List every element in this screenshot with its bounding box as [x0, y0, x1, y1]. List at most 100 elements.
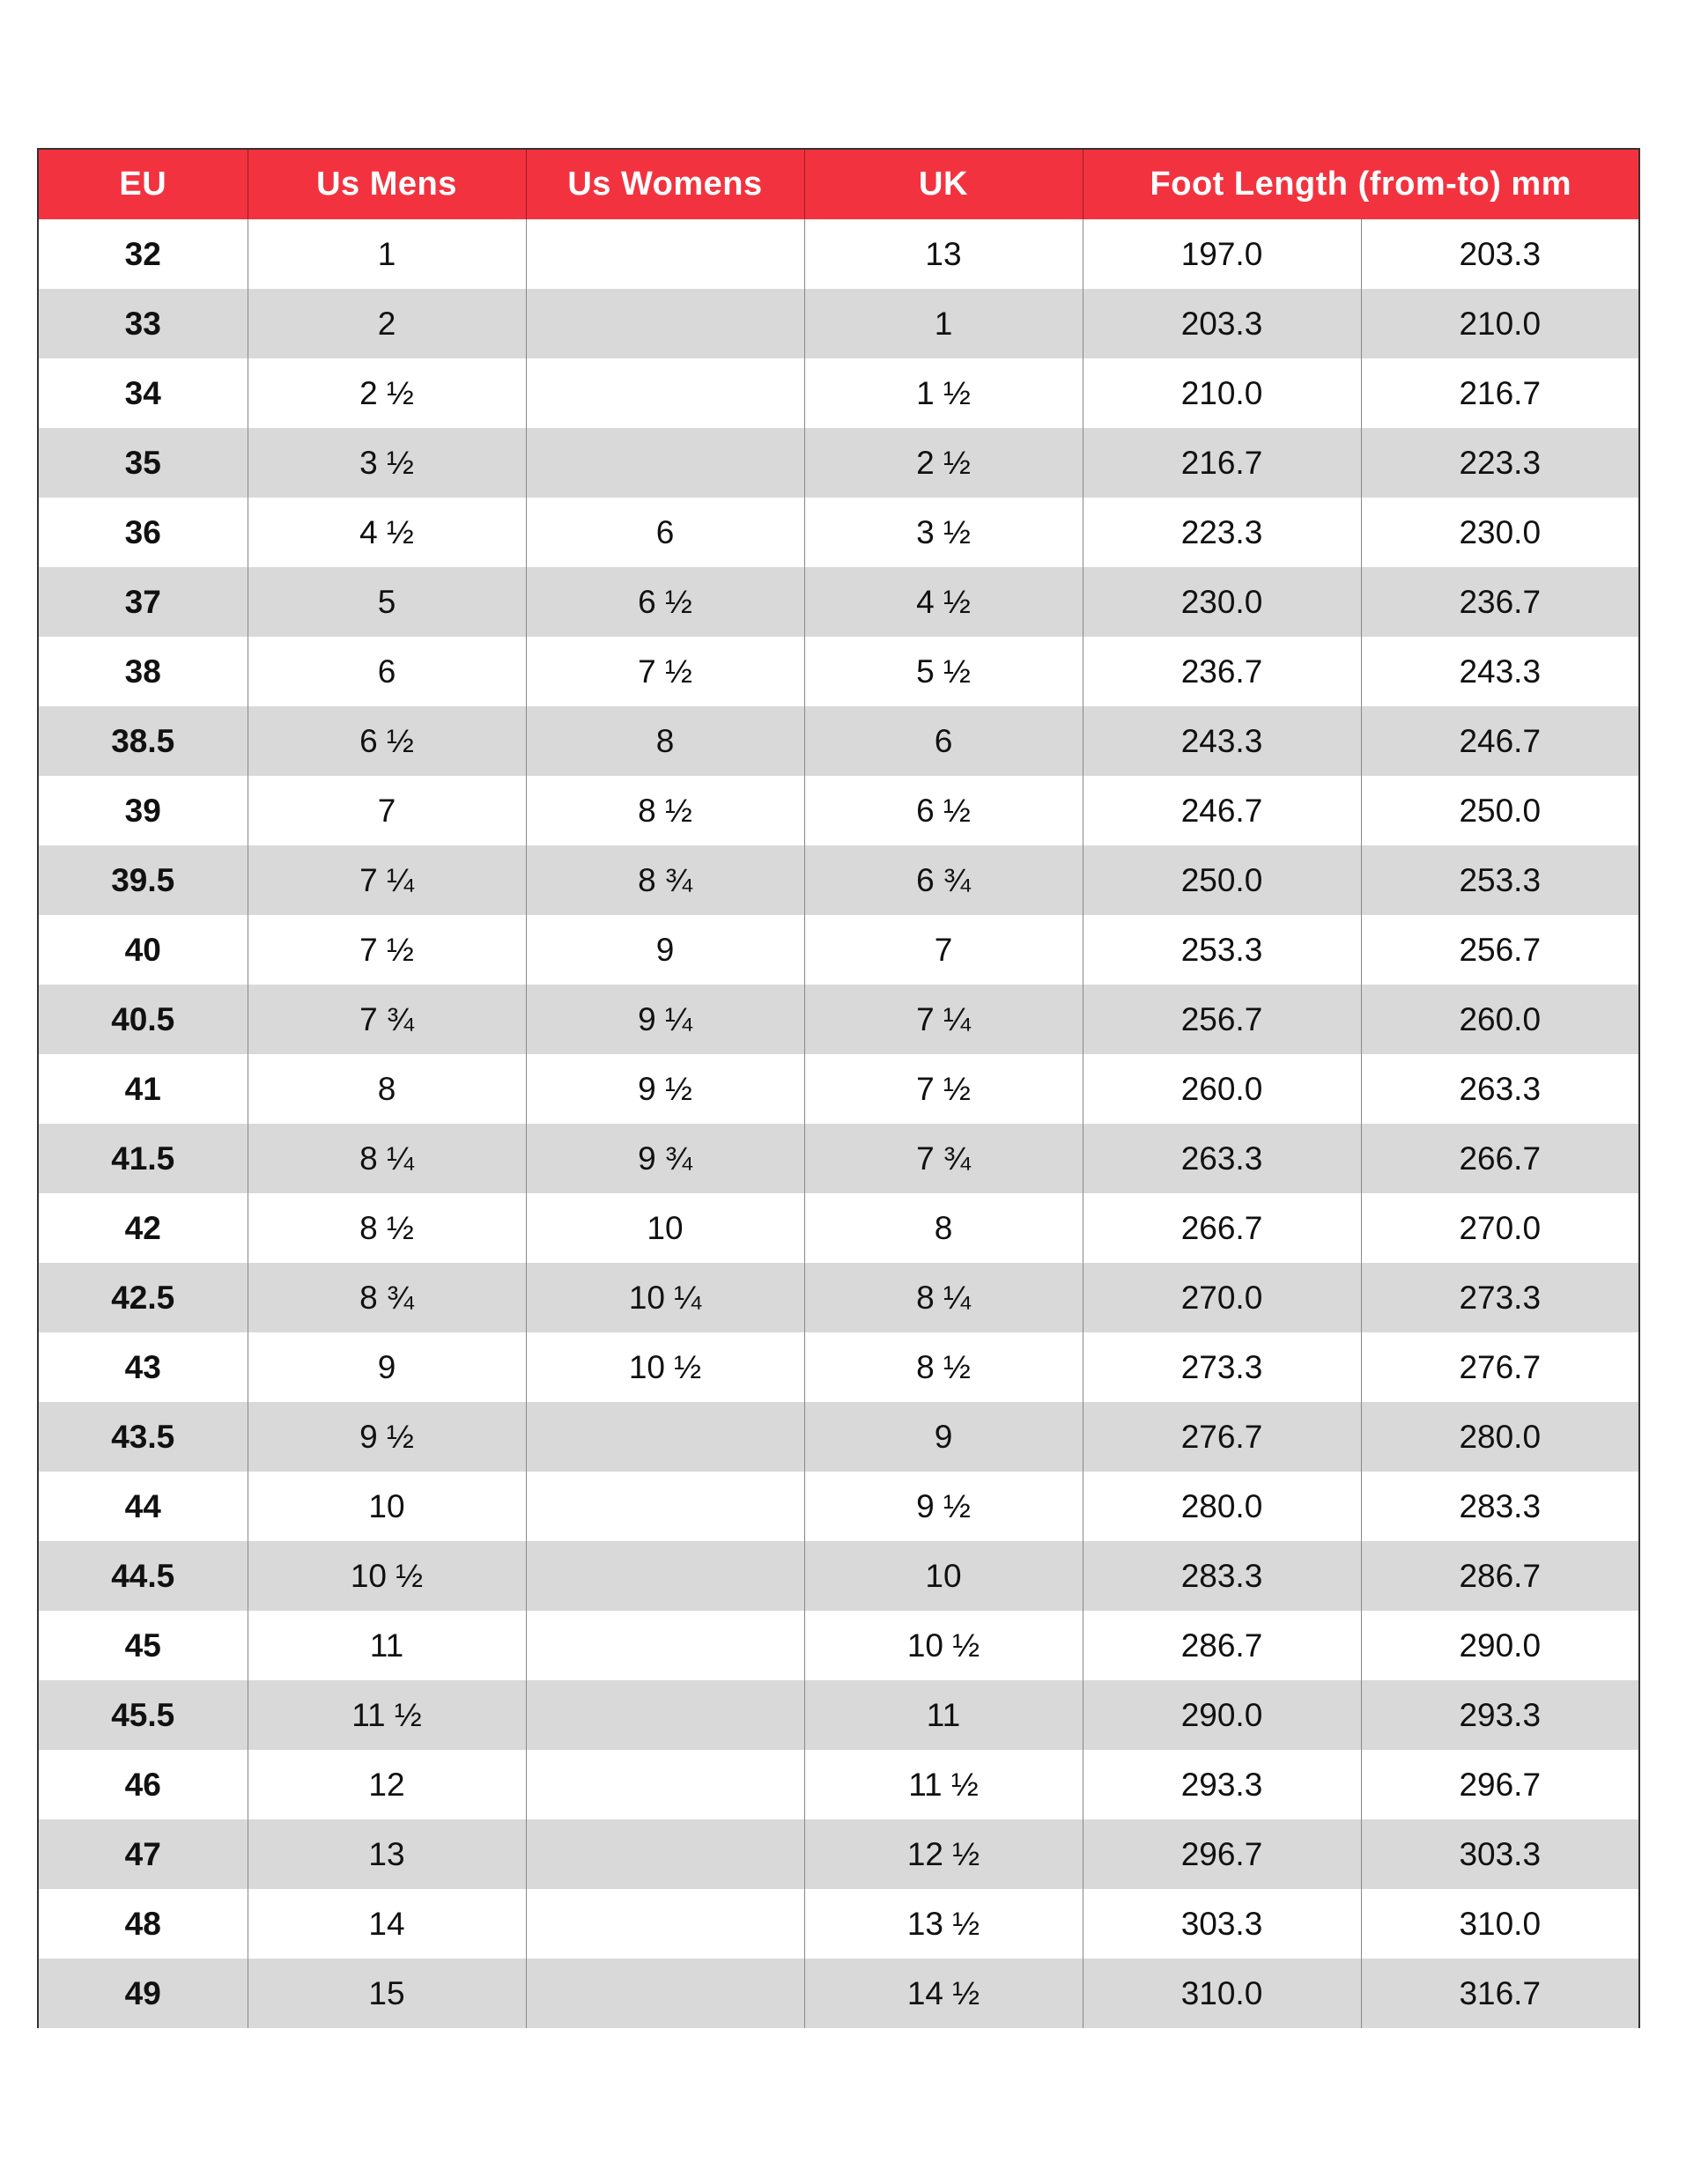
- table-row: 48 14 13 ½ 303.3 310.0: [38, 1889, 1639, 1959]
- cell-foot-length-to: 283.3: [1459, 1487, 1542, 1524]
- cell-eu: 40: [38, 915, 248, 985]
- cell-foot-length-to: 293.3: [1361, 1680, 1640, 1750]
- cell-uk: 11: [804, 1680, 1083, 1750]
- table-row: 40 7 ½ 9 7 253.3 256.7: [38, 915, 1639, 985]
- cell-eu: 32: [38, 219, 248, 289]
- cell-foot-length-from: 276.7: [1083, 1402, 1362, 1472]
- cell-eu: 49: [38, 1959, 248, 2028]
- cell-us-mens: 8: [248, 1054, 527, 1124]
- table-row: 45 11 10 ½ 286.7 290.0: [38, 1611, 1639, 1680]
- cell-foot-length-from: 270.0: [1083, 1263, 1362, 1332]
- cell-uk: 6 ½: [804, 776, 1083, 845]
- cell-foot-length-from: 286.7: [1083, 1611, 1362, 1680]
- cell-foot-length-from: 243.3: [1083, 706, 1362, 776]
- cell-eu: 41: [38, 1054, 248, 1124]
- table-row: 45.5 11 ½ 11 290.0 293.3: [38, 1680, 1640, 1750]
- cell-us-womens: [526, 219, 805, 289]
- cell-foot-length-to: 236.7: [1361, 567, 1640, 637]
- cell-us-mens: 1: [248, 219, 527, 289]
- cell-us-womens: 9: [526, 915, 805, 985]
- cell-us-womens: [526, 1819, 805, 1889]
- cell-us-womens: 8 ½: [526, 776, 805, 845]
- cell-us-mens: 7 ¼: [248, 845, 527, 915]
- cell-us-mens: 6 ½: [248, 706, 527, 776]
- cell-us-mens: 13: [248, 1819, 527, 1889]
- cell-foot-length-to: 263.3: [1459, 1070, 1542, 1107]
- size-chart-table: EU Us Mens Us Womens UK Foot Length (fro…: [37, 148, 1641, 2028]
- cell-eu: 46: [38, 1750, 248, 1819]
- cell-foot-length-to: 286.7: [1361, 1541, 1640, 1611]
- cell-us-womens: 9 ¼: [526, 985, 805, 1054]
- cell-foot-length-from: 256.7: [1083, 985, 1362, 1054]
- table-row: 42 8 ½ 10 8 266.7 270.0: [38, 1193, 1639, 1263]
- cell-us-womens: 9 ½: [526, 1054, 805, 1124]
- cell-foot-length-to: 316.7: [1361, 1959, 1640, 2028]
- table-row: 47 13 12 ½ 296.7 303.3: [38, 1819, 1640, 1889]
- cell-foot-length-from: 236.7: [1083, 637, 1362, 706]
- cell-foot-length-from: 246.7: [1083, 776, 1362, 845]
- cell-us-womens: 6: [526, 498, 805, 567]
- cell-foot-length-from: 210.0: [1083, 358, 1362, 428]
- cell-foot-length-from: 273.3: [1083, 1332, 1362, 1402]
- cell-uk: 2 ½: [804, 428, 1083, 498]
- header-us-mens: Us Mens: [248, 149, 527, 219]
- cell-foot-length-to: 310.0: [1459, 1905, 1542, 1942]
- table-row: 44.5 10 ½ 10 283.3 286.7: [38, 1541, 1640, 1611]
- cell-us-womens: 10: [526, 1193, 805, 1263]
- cell-us-womens: 10 ¼: [526, 1263, 805, 1332]
- cell-eu: 39.5: [38, 845, 248, 915]
- cell-uk: 7 ¾: [804, 1124, 1083, 1193]
- cell-us-womens: [526, 428, 805, 498]
- cell-uk: 13: [804, 219, 1083, 289]
- table-row: 32 1 13 197.0 203.3: [38, 219, 1639, 289]
- cell-eu: 47: [38, 1819, 248, 1889]
- cell-foot-length-from: 280.0: [1083, 1472, 1362, 1541]
- cell-eu: 41.5: [38, 1124, 248, 1193]
- cell-us-mens: 7: [248, 776, 527, 845]
- cell-eu: 34: [38, 358, 248, 428]
- cell-eu: 43.5: [38, 1402, 248, 1472]
- cell-us-womens: 6 ½: [526, 567, 805, 637]
- cell-eu: 45.5: [38, 1680, 248, 1750]
- cell-us-womens: [526, 1541, 805, 1611]
- cell-uk: 5 ½: [804, 637, 1083, 706]
- cell-us-mens: 11: [248, 1611, 527, 1680]
- cell-us-womens: [526, 289, 805, 358]
- cell-foot-length-to: 210.0: [1361, 289, 1640, 358]
- cell-uk: 12 ½: [804, 1819, 1083, 1889]
- cell-us-mens: 10 ½: [248, 1541, 527, 1611]
- cell-us-mens: 11 ½: [248, 1680, 527, 1750]
- cell-us-mens: 7 ½: [248, 915, 527, 985]
- cell-us-womens: [526, 1889, 805, 1959]
- cell-foot-length-to: 280.0: [1361, 1402, 1640, 1472]
- cell-eu: 33: [38, 289, 248, 358]
- cell-uk: 9 ½: [804, 1472, 1083, 1541]
- table-row: 43.5 9 ½ 9 276.7 280.0: [38, 1402, 1640, 1472]
- table-row: 46 12 11 ½ 293.3 296.7: [38, 1750, 1639, 1819]
- table-row: 49 15 14 ½ 310.0 316.7: [38, 1959, 1640, 2028]
- cell-foot-length-from: 290.0: [1083, 1680, 1362, 1750]
- cell-foot-length-from: 296.7: [1083, 1819, 1362, 1889]
- cell-us-mens: 2 ½: [248, 358, 527, 428]
- cell-us-mens: 8 ½: [248, 1193, 527, 1263]
- cell-foot-length-from: 266.7: [1083, 1193, 1362, 1263]
- header-uk: UK: [804, 149, 1083, 219]
- cell-eu: 40.5: [38, 985, 248, 1054]
- cell-eu: 38.5: [38, 706, 248, 776]
- cell-uk: 6: [804, 706, 1083, 776]
- cell-us-womens: 10 ½: [526, 1332, 805, 1402]
- cell-uk: 4 ½: [804, 567, 1083, 637]
- cell-us-mens: 4 ½: [248, 498, 527, 567]
- cell-us-womens: [526, 358, 805, 428]
- cell-foot-length-to: 256.7: [1459, 931, 1542, 968]
- cell-foot-length-from: 283.3: [1083, 1541, 1362, 1611]
- cell-foot-length-to: 243.3: [1459, 653, 1542, 690]
- cell-uk: 10: [804, 1541, 1083, 1611]
- cell-foot-length-from: 230.0: [1083, 567, 1362, 637]
- cell-us-womens: [526, 1402, 805, 1472]
